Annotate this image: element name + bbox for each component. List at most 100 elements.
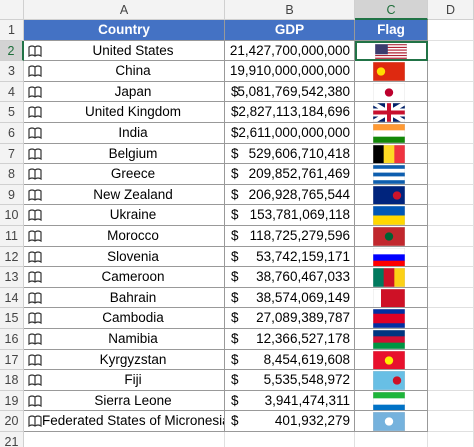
row-header[interactable]: 4: [0, 81, 24, 103]
gdp-cell[interactable]: $118,725,279,596: [225, 226, 355, 247]
flag-cell[interactable]: [355, 329, 428, 350]
country-cell[interactable]: Ukraine: [24, 205, 225, 226]
country-cell[interactable]: New Zealand: [24, 184, 225, 206]
row-header[interactable]: 11: [0, 226, 24, 247]
cell[interactable]: [225, 432, 355, 447]
flag-cell[interactable]: [355, 287, 428, 309]
flag-cell[interactable]: [355, 370, 428, 391]
gdp-cell[interactable]: $21,427,700,000,000: [225, 40, 355, 62]
row-header[interactable]: 17: [0, 349, 24, 371]
gdp-cell[interactable]: $5,081,769,542,380: [225, 81, 355, 103]
country-cell[interactable]: Japan: [24, 81, 225, 103]
country-cell[interactable]: Slovenia: [24, 246, 225, 268]
gdp-cell[interactable]: $529,606,710,418: [225, 143, 355, 165]
gdp-cell[interactable]: $38,760,467,033: [225, 267, 355, 288]
country-cell[interactable]: Fiji: [24, 370, 225, 391]
country-cell[interactable]: Cameroon: [24, 267, 225, 288]
cell[interactable]: [24, 432, 225, 447]
cell[interactable]: [428, 287, 474, 309]
table-header[interactable]: GDP: [225, 20, 355, 41]
table-header[interactable]: Country: [24, 20, 225, 41]
country-cell[interactable]: Sierra Leone: [24, 390, 225, 412]
gdp-cell[interactable]: $53,742,159,171: [225, 246, 355, 268]
row-header[interactable]: 18: [0, 370, 24, 391]
gdp-cell[interactable]: $8,454,619,608: [225, 349, 355, 371]
row-header[interactable]: 9: [0, 184, 24, 206]
row-header[interactable]: 19: [0, 390, 24, 412]
flag-cell[interactable]: [355, 143, 428, 165]
row-header[interactable]: 21: [0, 432, 24, 447]
flag-cell[interactable]: [355, 184, 428, 206]
gdp-cell[interactable]: $209,852,761,469: [225, 164, 355, 185]
flag-cell[interactable]: [355, 164, 428, 185]
flag-cell[interactable]: [355, 246, 428, 268]
gdp-cell[interactable]: $2,611,000,000,000: [225, 123, 355, 144]
gdp-cell[interactable]: $27,089,389,787: [225, 308, 355, 329]
country-cell[interactable]: China: [24, 61, 225, 82]
flag-cell[interactable]: [355, 226, 428, 247]
country-cell[interactable]: Federated States of Micronesia: [24, 411, 225, 432]
country-cell[interactable]: Morocco: [24, 226, 225, 247]
column-header[interactable]: D: [428, 0, 474, 20]
gdp-cell[interactable]: $19,910,000,000,000: [225, 61, 355, 82]
gdp-cell[interactable]: $2,827,113,184,696: [225, 102, 355, 123]
row-header[interactable]: 14: [0, 287, 24, 309]
country-cell[interactable]: United States: [24, 40, 225, 62]
cell[interactable]: [428, 143, 474, 165]
flag-cell[interactable]: [355, 102, 428, 123]
row-header[interactable]: 8: [0, 164, 24, 185]
column-header[interactable]: C: [355, 0, 428, 20]
flag-cell[interactable]: [355, 123, 428, 144]
row-header[interactable]: 2: [0, 40, 24, 62]
cell[interactable]: [428, 61, 474, 82]
gdp-cell[interactable]: $153,781,069,118: [225, 205, 355, 226]
country-cell[interactable]: Cambodia: [24, 308, 225, 329]
flag-cell[interactable]: [355, 205, 428, 226]
cell[interactable]: [428, 432, 474, 447]
row-header[interactable]: 7: [0, 143, 24, 165]
row-header[interactable]: 5: [0, 102, 24, 123]
table-header[interactable]: Flag: [355, 20, 428, 41]
cell[interactable]: [428, 40, 474, 62]
flag-cell[interactable]: [355, 40, 428, 62]
row-header[interactable]: 1: [0, 20, 24, 41]
flag-cell[interactable]: [355, 81, 428, 103]
row-header[interactable]: 20: [0, 411, 24, 432]
gdp-cell[interactable]: $5,535,548,972: [225, 370, 355, 391]
cell[interactable]: [428, 102, 474, 123]
cell[interactable]: [428, 81, 474, 103]
gdp-cell[interactable]: $12,366,527,178: [225, 329, 355, 350]
flag-cell[interactable]: [355, 61, 428, 82]
gdp-cell[interactable]: $3,941,474,311: [225, 390, 355, 412]
row-header[interactable]: 16: [0, 329, 24, 350]
cell[interactable]: [428, 205, 474, 226]
flag-cell[interactable]: [355, 349, 428, 371]
gdp-cell[interactable]: $38,574,069,149: [225, 287, 355, 309]
cell[interactable]: [428, 329, 474, 350]
flag-cell[interactable]: [355, 308, 428, 329]
cell[interactable]: [428, 246, 474, 268]
country-cell[interactable]: Greece: [24, 164, 225, 185]
cell[interactable]: [428, 411, 474, 432]
cell[interactable]: [428, 370, 474, 391]
cell[interactable]: [355, 432, 428, 447]
cell[interactable]: [428, 349, 474, 371]
cell[interactable]: [428, 123, 474, 144]
row-header[interactable]: 15: [0, 308, 24, 329]
column-header[interactable]: A: [24, 0, 225, 20]
row-header[interactable]: 12: [0, 246, 24, 268]
gdp-cell[interactable]: $206,928,765,544: [225, 184, 355, 206]
row-header[interactable]: 13: [0, 267, 24, 288]
gdp-cell[interactable]: $401,932,279: [225, 411, 355, 432]
country-cell[interactable]: India: [24, 123, 225, 144]
country-cell[interactable]: Belgium: [24, 143, 225, 165]
country-cell[interactable]: United Kingdom: [24, 102, 225, 123]
cell[interactable]: [428, 20, 474, 41]
column-header[interactable]: B: [225, 0, 355, 20]
cell[interactable]: [428, 164, 474, 185]
cell[interactable]: [428, 308, 474, 329]
country-cell[interactable]: Bahrain: [24, 287, 225, 309]
cell[interactable]: [428, 184, 474, 206]
row-header[interactable]: 10: [0, 205, 24, 226]
country-cell[interactable]: Kyrgyzstan: [24, 349, 225, 371]
